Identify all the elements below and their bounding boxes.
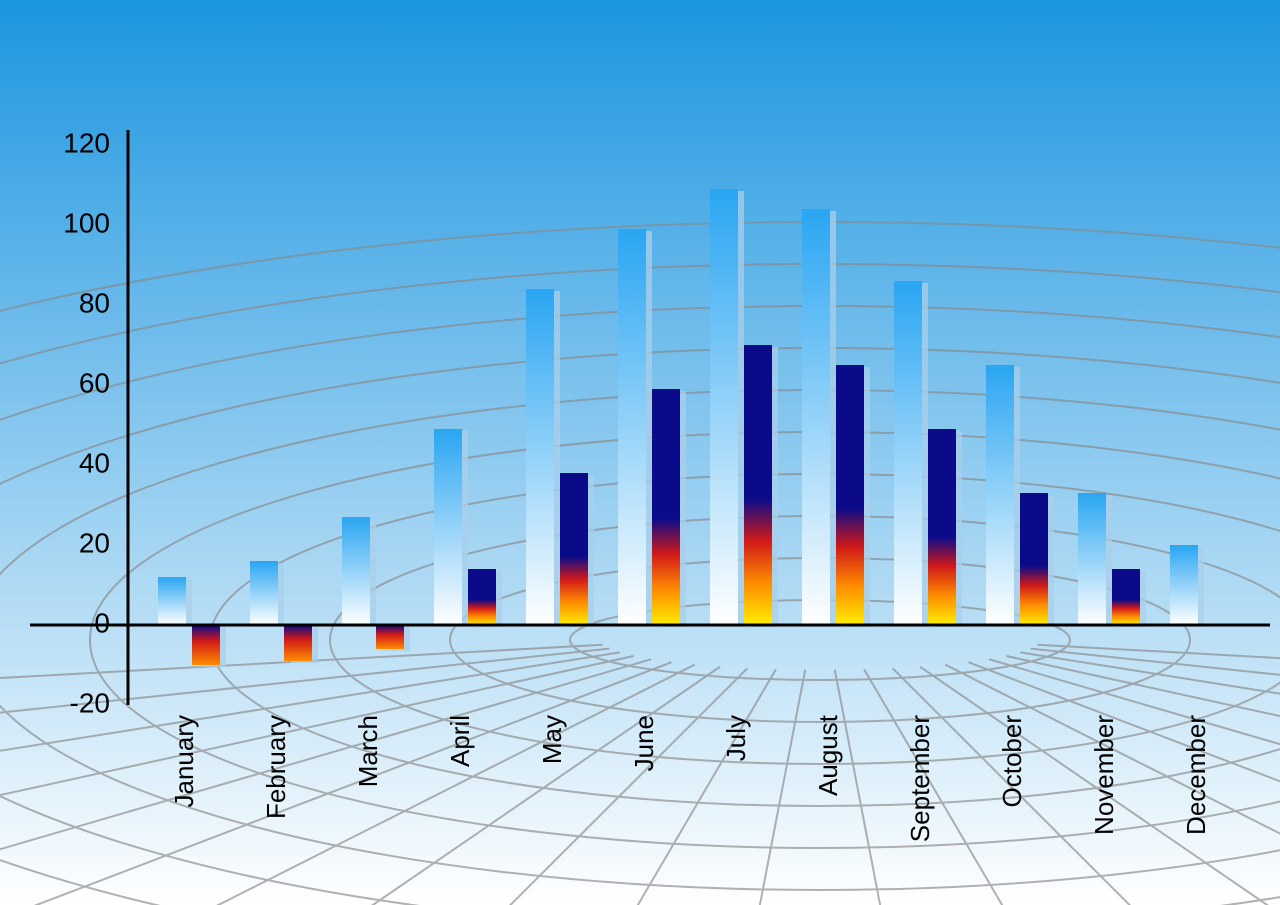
x-tick-label-group: July — [721, 715, 751, 761]
y-tick-label: 60 — [79, 367, 110, 398]
bar-series2 — [376, 625, 404, 649]
bar-chart: -20 0 20 40 60 80 100 120 January February March Ap… — [0, 0, 1280, 905]
bar-series1 — [894, 281, 922, 625]
bar-series1 — [618, 229, 646, 625]
x-tick-label: January — [169, 715, 199, 808]
bar-series1 — [710, 189, 738, 625]
x-tick-label: March — [353, 715, 383, 787]
x-tick-label: September — [905, 715, 935, 843]
x-tick-label-group: February — [261, 715, 291, 819]
x-tick-label-group: November — [1089, 715, 1119, 835]
bar-series1 — [1170, 545, 1198, 625]
x-tick-label: August — [813, 714, 843, 796]
x-tick-label-group: May — [537, 715, 567, 764]
bar-series2 — [192, 625, 220, 665]
bar-series2 — [652, 389, 680, 625]
y-tick-label: 20 — [79, 527, 110, 558]
bar-series2 — [468, 569, 496, 625]
x-tick-label: February — [261, 715, 291, 819]
x-tick-label: June — [629, 715, 659, 771]
chart-container: -20 0 20 40 60 80 100 120 January February March Ap… — [0, 0, 1280, 905]
bar-series1 — [250, 561, 278, 625]
bar-series2 — [744, 345, 772, 625]
bar-series1 — [158, 577, 186, 625]
y-tick-label: 0 — [94, 607, 110, 638]
y-tick-label: 100 — [63, 207, 110, 238]
x-tick-label-group: December — [1181, 715, 1211, 835]
x-tick-label: May — [537, 715, 567, 764]
bar-series2 — [1112, 569, 1140, 625]
bar-series2 — [560, 473, 588, 625]
x-tick-label-group: June — [629, 715, 659, 771]
x-tick-label-group: September — [905, 715, 935, 843]
x-tick-label: July — [721, 715, 751, 761]
x-tick-label: December — [1181, 715, 1211, 835]
bar-series2 — [836, 365, 864, 625]
y-tick-label: 120 — [63, 127, 110, 158]
x-tick-label: November — [1089, 715, 1119, 835]
x-tick-label-group: October — [997, 715, 1027, 808]
bar-series1 — [526, 289, 554, 625]
x-tick-label-group: March — [353, 715, 383, 787]
x-tick-label-group: January — [169, 715, 199, 808]
bar-series1 — [986, 365, 1014, 625]
bar-series2 — [928, 429, 956, 625]
bar-series2 — [1020, 493, 1048, 625]
bar-series2 — [284, 625, 312, 661]
y-tick-label: 40 — [79, 447, 110, 478]
x-tick-label: October — [997, 715, 1027, 808]
bar-series1 — [342, 517, 370, 625]
y-tick-label: 80 — [79, 287, 110, 318]
bar-series1 — [1078, 493, 1106, 625]
x-tick-label-group: April — [445, 715, 475, 767]
bar-series1 — [434, 429, 462, 625]
x-tick-label: April — [445, 715, 475, 767]
y-tick-label: -20 — [70, 687, 110, 718]
bar-series1 — [802, 209, 830, 625]
x-tick-label-group: August — [813, 714, 843, 796]
